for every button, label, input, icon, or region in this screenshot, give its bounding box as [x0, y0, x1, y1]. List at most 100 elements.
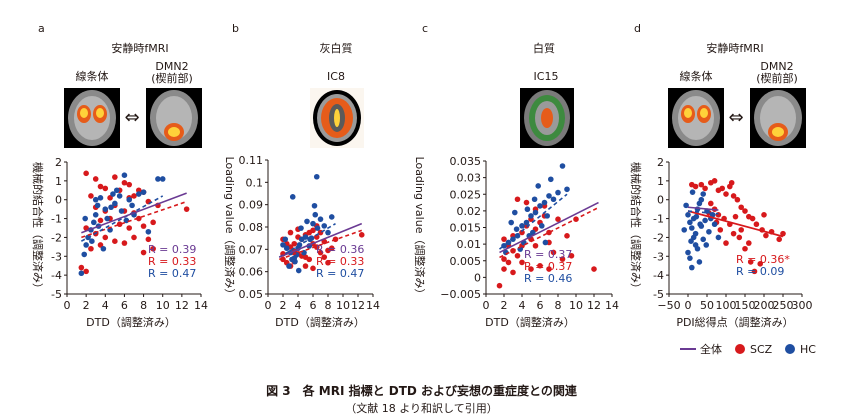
x-tick-label: 150 — [735, 299, 756, 312]
hc-point — [523, 219, 530, 226]
legend-scz-dot — [735, 344, 745, 354]
x-tick-label: 4 — [102, 299, 109, 312]
scz-point — [140, 249, 147, 256]
all-fit-line — [278, 222, 363, 258]
hc-point — [92, 196, 99, 203]
x-tick-label: 14 — [366, 299, 380, 312]
scz-point — [291, 240, 298, 247]
scz-point — [88, 245, 94, 252]
hc-point — [123, 217, 130, 224]
hc-point — [685, 212, 691, 218]
y-tick-label: 0.07 — [239, 243, 264, 256]
scz-point — [131, 234, 137, 241]
hc-point — [700, 191, 706, 197]
hc-point — [78, 270, 85, 277]
hc-point — [289, 194, 296, 200]
x-tick-label: 8 — [325, 299, 332, 312]
hc-point — [91, 219, 97, 226]
hc-point — [310, 220, 316, 227]
hc-point — [108, 204, 114, 211]
panel-letter-b: b — [232, 22, 239, 35]
panel-c-xlabel: DTD（調整済み） — [485, 315, 575, 329]
hc-point — [282, 236, 289, 243]
hc-point — [555, 189, 561, 196]
x-tick-label: 12 — [175, 299, 189, 312]
scz-point — [505, 259, 512, 266]
hc-point — [317, 216, 324, 222]
scz-point — [310, 227, 316, 234]
scz-point — [751, 268, 758, 275]
y-tick-label: 0 — [474, 271, 481, 284]
hc-point — [530, 229, 536, 236]
panel-a-ylabel: 機械的結合性（調整済み） — [31, 162, 45, 294]
scz-point — [519, 229, 525, 236]
scz-point — [753, 221, 760, 228]
hc-point — [687, 219, 693, 226]
scz-point — [496, 282, 503, 289]
hc-fit-line — [498, 193, 568, 250]
panel-d-xlabel: PDI総得点（調整済み） — [676, 315, 793, 329]
x-tick-label: 300 — [792, 299, 813, 312]
hc-point — [559, 163, 566, 169]
scz-point — [325, 259, 331, 266]
figure-caption-title: 図 3 各 MRI 指標と DTD および妄想の重症度との関連 — [266, 384, 577, 398]
scz-point — [559, 256, 566, 262]
x-tick-label: 250 — [773, 299, 794, 312]
hc-point — [118, 208, 125, 214]
r-value-scz: R = 0.33 — [148, 255, 196, 268]
scz-point — [715, 212, 722, 218]
scz-point — [711, 178, 718, 184]
y-tick-label: 0.05 — [239, 288, 264, 301]
hc-point — [129, 202, 135, 209]
x-tick-label: 0 — [265, 299, 272, 312]
scz-point — [358, 232, 365, 238]
hc-point — [698, 196, 705, 203]
scz-point — [757, 261, 763, 267]
scz-point — [126, 181, 133, 188]
scz-point — [310, 265, 316, 272]
scz-fit-line — [499, 206, 599, 259]
hc-point — [280, 242, 286, 248]
hc-point — [519, 223, 525, 229]
scz-point — [306, 256, 313, 263]
x-tick-label: 12 — [351, 299, 365, 312]
hc-point — [689, 225, 695, 231]
hc-point — [313, 173, 320, 180]
y-tick-label: -1 — [653, 213, 664, 226]
r-value-hc: R = 0.09 — [736, 265, 784, 278]
scz-point — [532, 242, 539, 249]
y-tick-label: -3 — [653, 250, 664, 263]
scz-fit-line — [81, 200, 187, 239]
scz-point — [523, 199, 530, 206]
scz-point — [763, 232, 769, 239]
y-tick-label: 1 — [55, 175, 62, 188]
scz-point — [131, 193, 137, 199]
hc-point — [711, 221, 718, 228]
hc-point — [524, 206, 531, 213]
scz-point — [83, 268, 89, 275]
panel-d-region-dmn2: DMN2 — [760, 60, 793, 73]
hc-point — [542, 239, 549, 246]
figure-legend: 全体 SCZ HC — [680, 342, 816, 356]
hc-point — [116, 193, 123, 199]
y-tick-label: -3 — [51, 250, 62, 263]
panel-b-brain-image-ic8 — [310, 88, 364, 148]
scz-point — [317, 249, 324, 256]
r-value-all: R = 0.39 — [148, 243, 196, 256]
scz-point — [734, 196, 741, 203]
scz-point — [732, 213, 739, 220]
hc-point — [314, 225, 321, 231]
scz-fit-line — [687, 210, 784, 238]
hc-point — [159, 176, 166, 182]
scz-point — [514, 252, 521, 259]
hc-fit-line — [80, 195, 164, 242]
hc-point — [532, 209, 539, 216]
y-tick-label: 0.015 — [450, 222, 482, 235]
y-tick-label: 0.03 — [457, 172, 482, 185]
panel-c-title: 白質 — [533, 41, 555, 55]
all-fit-line — [81, 192, 187, 234]
scz-point — [776, 236, 782, 243]
x-tick-label: 6 — [310, 299, 317, 312]
y-tick-label: 0.035 — [450, 155, 482, 168]
